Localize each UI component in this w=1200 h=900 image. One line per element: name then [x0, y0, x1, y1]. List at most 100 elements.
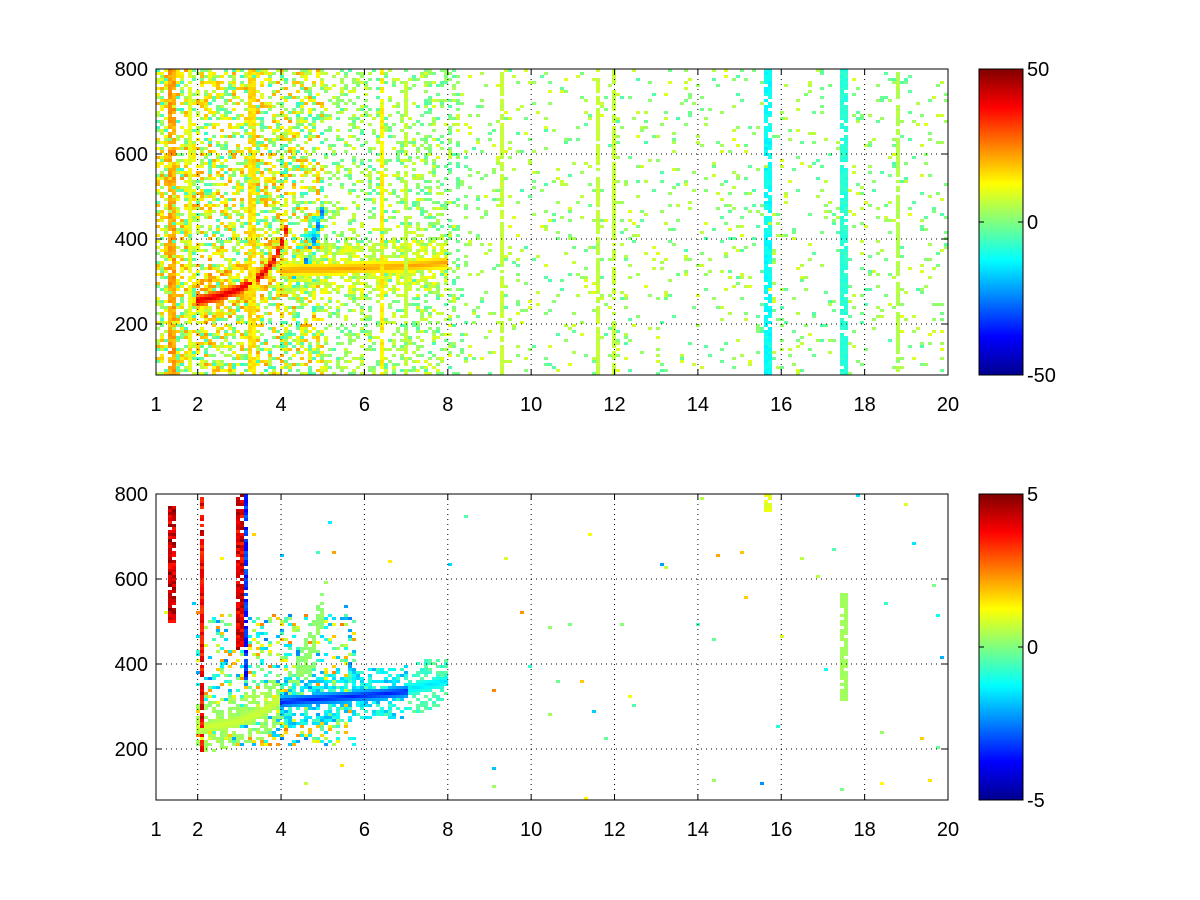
heatmap-cell	[236, 252, 240, 255]
heatmap-cell	[160, 339, 164, 342]
heatmap-cell	[192, 183, 196, 186]
heatmap-cell	[420, 315, 424, 318]
heatmap-cell	[500, 144, 504, 147]
heatmap-cell	[424, 192, 428, 195]
heatmap-cell	[224, 336, 228, 339]
heatmap-cell	[252, 336, 256, 339]
heatmap-cell	[168, 132, 172, 135]
heatmap-cell	[248, 312, 252, 315]
heatmap-cell	[764, 171, 768, 174]
heatmap-cell	[760, 330, 764, 333]
heatmap-cell	[168, 366, 172, 369]
heatmap-cell	[516, 201, 520, 204]
heatmap-cell	[196, 309, 200, 312]
heatmap-cell	[360, 225, 364, 228]
heatmap-cell	[236, 363, 240, 366]
heatmap-cell	[388, 183, 392, 186]
heatmap-cell	[180, 303, 184, 306]
heatmap-cell	[380, 72, 384, 75]
heatmap-cell	[592, 246, 596, 249]
heatmap-cell	[272, 336, 276, 339]
heatmap-cell	[168, 360, 172, 363]
heatmap-cell	[176, 372, 180, 375]
heatmap-cell	[304, 267, 308, 270]
heatmap-cell	[500, 114, 504, 117]
heatmap-cell	[500, 87, 504, 90]
heatmap-cell	[176, 336, 180, 339]
heatmap-cell	[372, 189, 376, 192]
heatmap-cell	[372, 258, 376, 261]
heatmap-cell	[312, 126, 316, 129]
heatmap-cell	[312, 348, 316, 351]
heatmap-cell	[252, 72, 256, 75]
heatmap-cell	[168, 288, 172, 291]
heatmap-cell	[256, 195, 260, 198]
heatmap-cell	[316, 354, 320, 357]
heatmap-cell	[404, 90, 408, 93]
heatmap-cell	[312, 117, 316, 120]
heatmap-cell	[392, 84, 396, 87]
heatmap-cell	[296, 324, 300, 327]
heatmap-cell	[360, 144, 364, 147]
heatmap-cell	[240, 171, 244, 174]
heatmap-cell	[404, 132, 408, 135]
heatmap-cell	[208, 363, 212, 366]
heatmap-cell	[732, 105, 736, 108]
heatmap-cell	[296, 300, 300, 303]
heatmap-cell	[256, 141, 260, 144]
heatmap-cell	[356, 255, 360, 258]
heatmap-cell	[200, 126, 204, 129]
heatmap-cell	[368, 276, 372, 279]
heatmap-cell	[596, 339, 600, 342]
heatmap-cell	[436, 138, 440, 141]
heatmap-cell	[500, 279, 504, 282]
heatmap-cell	[316, 189, 320, 192]
heatmap-cell	[304, 192, 308, 195]
heatmap-cell	[220, 264, 224, 267]
heatmap-cell	[716, 141, 720, 144]
heatmap-cell	[272, 279, 276, 282]
heatmap-cell	[304, 258, 308, 261]
heatmap-cell	[276, 303, 280, 306]
heatmap-cell	[300, 270, 304, 273]
heatmap-cell	[680, 357, 684, 360]
heatmap-cell	[456, 93, 460, 96]
heatmap-cell	[324, 327, 328, 330]
heatmap-cell	[196, 201, 200, 204]
heatmap-cell	[500, 147, 504, 150]
heatmap-cell	[208, 117, 212, 120]
heatmap-cell	[260, 189, 264, 192]
heatmap-cell	[368, 264, 372, 267]
heatmap-cell	[364, 264, 368, 267]
heatmap-cell	[456, 288, 460, 291]
heatmap-cell	[328, 267, 332, 270]
heatmap-cell	[500, 84, 504, 87]
heatmap-cell	[456, 234, 460, 237]
heatmap-cell	[512, 216, 516, 219]
heatmap-cell	[448, 132, 452, 135]
heatmap-cell	[300, 234, 304, 237]
heatmap-cell	[192, 285, 196, 288]
heatmap-cell	[520, 321, 524, 324]
heatmap-cell	[332, 216, 336, 219]
heatmap-cell	[456, 141, 460, 144]
heatmap-cell	[192, 141, 196, 144]
heatmap-cell	[220, 144, 224, 147]
heatmap-cell	[216, 315, 220, 318]
heatmap-cell	[312, 81, 316, 84]
heatmap-cell	[204, 288, 208, 291]
heatmap-cell	[244, 162, 248, 165]
heatmap-cell	[556, 294, 560, 297]
heatmap-cell	[272, 372, 276, 375]
heatmap-cell	[460, 294, 464, 297]
heatmap-cell	[240, 246, 244, 249]
heatmap-cell	[176, 282, 180, 285]
heatmap-cell	[160, 357, 164, 360]
heatmap-cell	[320, 261, 324, 264]
heatmap-cell	[760, 102, 764, 105]
heatmap-cell	[216, 369, 220, 372]
heatmap-cell	[292, 192, 296, 195]
heatmap-cell	[428, 180, 432, 183]
heatmap-cell	[328, 99, 332, 102]
heatmap-cell	[188, 207, 192, 210]
